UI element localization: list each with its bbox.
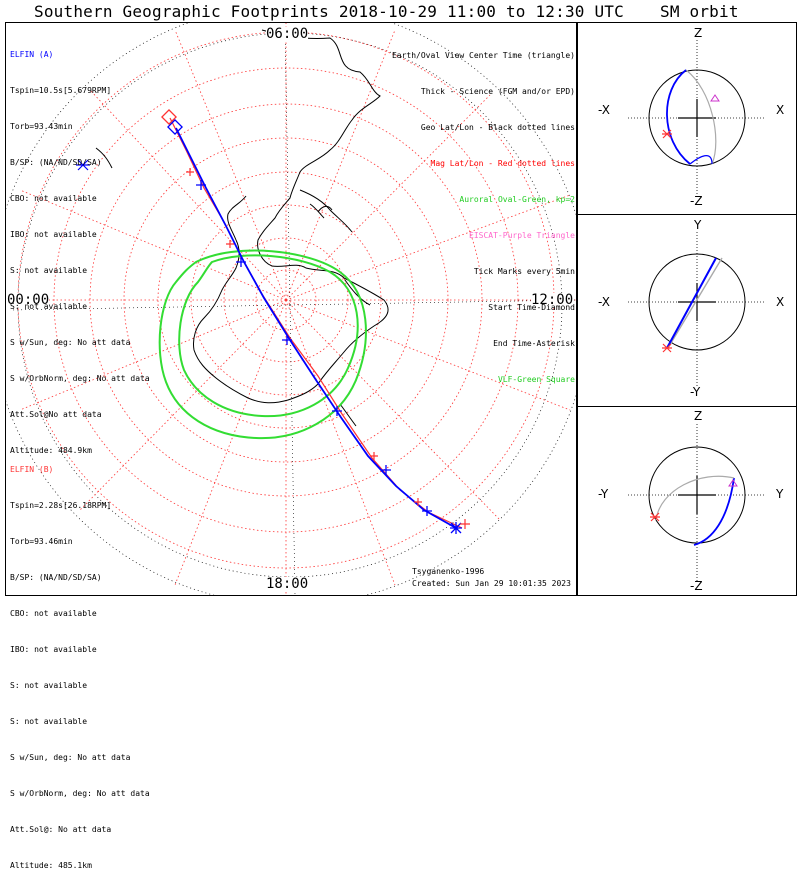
auroral-oval (158, 249, 367, 440)
elfin-b-line: Tspin=2.28s[26.18RPM] (10, 501, 112, 510)
axis-label-y: Y (694, 218, 702, 232)
start-diamond-b (161, 109, 177, 125)
axis-label-x: X (776, 295, 785, 309)
created-timestamp: Created: Sun Jan 29 10:01:35 2023 (412, 579, 571, 588)
mlt-label-left: 00:00 (7, 292, 50, 308)
axis-label-z: Z (694, 26, 703, 40)
elfin-b-line: Att.Sol@: No att data (10, 825, 112, 834)
axis-label-neg-z: -Z (690, 194, 703, 208)
elfin-a-marker (76, 159, 90, 171)
elfin-b-line: Torb=93.46min (10, 537, 73, 546)
mlt-label-top: 06:00 (266, 26, 309, 42)
elfin-a-line: S w/OrbNorm, deg: No att data (10, 374, 150, 383)
orbit-panel-divider (577, 214, 797, 215)
sm-orbit-plots (628, 40, 766, 582)
coastline (95, 29, 389, 427)
elfin-a-line: Torb=93.43min (10, 122, 73, 131)
geo-meridians (9, 24, 576, 595)
legend-item: EISCAT-Purple Triangle (469, 231, 575, 240)
elfin-b-line: S: not available (10, 681, 88, 690)
elfin-b-line: IBO: not available (10, 645, 97, 654)
legend-item: Earth/Oval View Center Time (triangle) (391, 51, 575, 60)
axis-label-neg-x: -X (598, 103, 610, 117)
legend-item: Auroral Oval-Green, kp=2 (459, 195, 575, 204)
model-credit: Tsyganenko-1996 (412, 567, 485, 576)
legend-item: Tick Marks every 5min (473, 267, 575, 276)
elfin-a-line: IBO: not available (10, 230, 97, 239)
end-asterisk-a (450, 522, 462, 534)
axis-label-z: Z (694, 409, 703, 423)
elfin-b-line: B/SP: (NA/ND/SD/SA) (10, 573, 102, 582)
legend-item: Start Time-Diamond (488, 303, 575, 312)
elfin-a-line: CBO: not available (10, 194, 97, 203)
legend-item: End Time-Asterisk (493, 339, 575, 348)
elfin-a-line: S: not available (10, 302, 88, 311)
elfin-a-line: S: not available (10, 266, 88, 275)
orbit-panel-yz (628, 424, 766, 582)
page: { "title": "Southern Geographic Footprin… (5, 2, 797, 870)
elfin-a-info: ELFIN (A) Tspin=10.5s[5.679RPM] Torb=93.… (10, 25, 150, 469)
axis-label-neg-y: -Y (598, 487, 609, 501)
legend-item: VLF-Green Square (497, 375, 575, 384)
axis-label-x: X (776, 103, 785, 117)
elfin-b-name: ELFIN (B) (10, 465, 54, 474)
mlt-label-bottom: 18:00 (266, 576, 309, 592)
elfin-b-line: S: not available (10, 717, 88, 726)
elfin-b-line: S w/Sun, deg: No att data (10, 753, 131, 762)
elfin-b-line: S w/OrbNorm, deg: No att data (10, 789, 150, 798)
legend-item: Thick - Science (FGM and/or EPD) (420, 87, 575, 96)
tick-marks-a (196, 180, 432, 516)
elfin-a-line: Tspin=10.5s[5.679RPM] (10, 86, 112, 95)
elfin-a-line: Att.Sol@No att data (10, 410, 102, 419)
axis-label-y: Y (776, 487, 784, 501)
start-diamond-a (167, 119, 183, 135)
elfin-a-name: ELFIN (A) (10, 50, 54, 59)
elfin-a-line: S w/Sun, deg: No att data (10, 338, 131, 347)
sm-orbit-title: SM orbit (660, 2, 739, 21)
legend-item: Mag Lat/Lon - Red dotted lines (430, 159, 576, 168)
orbit-panel-xy (628, 232, 766, 388)
axis-label-neg-x: -X (598, 295, 610, 309)
footprint-map-frame (5, 22, 577, 596)
axis-label-neg-z: -Z (690, 579, 703, 593)
legend-item: Geo Lat/Lon - Black dotted lines (420, 123, 575, 132)
orbit-panel-xz (628, 40, 766, 196)
elfin-a-line: B/SP: (NA/ND/SD/SA) (10, 158, 102, 167)
elfin-a-line: Altitude: 484.9km (10, 446, 92, 455)
legend: Earth/Oval View Center Time (triangle) T… (392, 26, 575, 398)
axis-label-neg-y: -Y (690, 385, 701, 399)
sm-orbit-frame (577, 22, 797, 596)
page-title: Southern Geographic Footprints 2018-10-2… (34, 2, 624, 21)
orbit-panel-divider (577, 406, 797, 407)
mlt-label-right: 12:00 (531, 292, 574, 308)
elfin-b-line: CBO: not available (10, 609, 97, 618)
elfin-b-line: Altitude: 485.1km (10, 861, 92, 870)
tick-marks-b (186, 168, 422, 506)
end-asterisk-b (460, 519, 470, 529)
